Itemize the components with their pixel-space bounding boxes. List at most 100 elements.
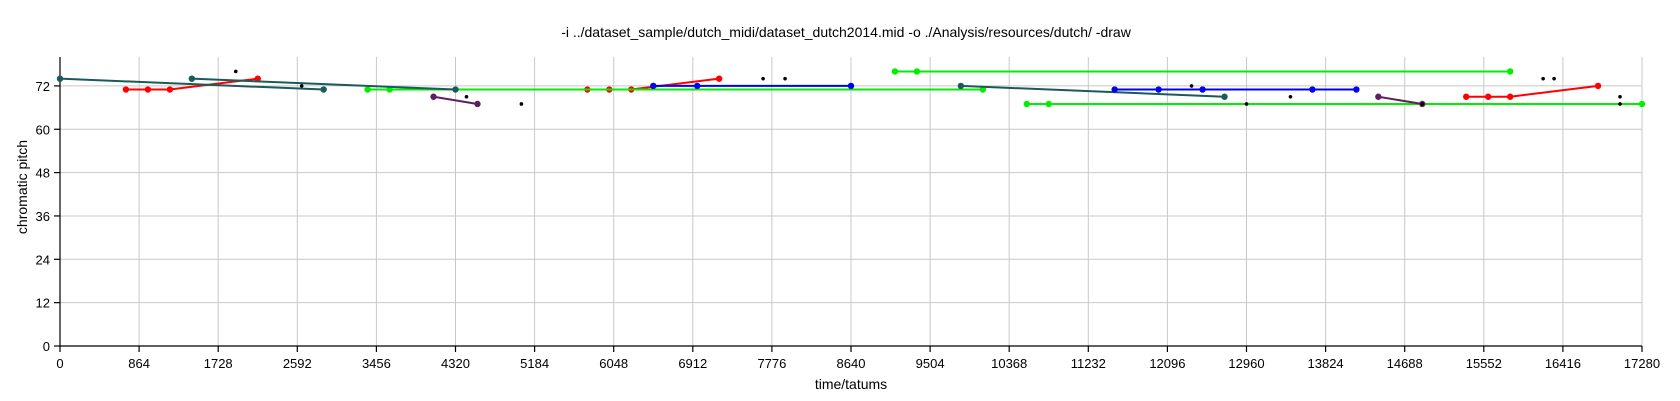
- note-point: [519, 102, 524, 106]
- points-layer: [233, 69, 1622, 106]
- series-point: [1594, 82, 1602, 90]
- series-group: [56, 75, 327, 93]
- series-line: [1378, 95, 1423, 105]
- note-point: [783, 76, 787, 81]
- series-point: [364, 86, 371, 93]
- series-group: [1375, 93, 1426, 108]
- series-point: [1463, 93, 1470, 100]
- series-line: [960, 84, 1225, 98]
- x-tick-label: 9504: [916, 356, 945, 371]
- x-tick-label: 17280: [1624, 356, 1660, 371]
- y-tick-label: 60: [36, 122, 50, 137]
- series-line: [59, 77, 324, 91]
- x-tick-label: 16416: [1545, 356, 1581, 371]
- note-point: [761, 76, 765, 81]
- series-point: [56, 75, 64, 82]
- y-tick-label: 12: [36, 296, 50, 311]
- series-point: [386, 86, 393, 93]
- x-tick-label: 6912: [678, 356, 707, 371]
- y-axis-title: chromatic pitch: [14, 140, 30, 234]
- series-point: [144, 86, 152, 93]
- x-tick-label: 4320: [441, 356, 470, 371]
- x-tick-label: 3456: [362, 356, 391, 371]
- series-point: [1506, 68, 1514, 75]
- series-point: [452, 86, 459, 93]
- x-tick-label: 13824: [1308, 356, 1344, 371]
- series-group: [891, 68, 1514, 75]
- series-point: [166, 86, 174, 93]
- note-point: [233, 69, 238, 74]
- series-point: [188, 75, 196, 82]
- note-point: [299, 84, 304, 88]
- note-point: [1288, 94, 1293, 99]
- series-layer: [56, 68, 1646, 108]
- note-point: [1189, 84, 1194, 88]
- x-tick-label: 14688: [1387, 356, 1423, 371]
- note-point: [1541, 76, 1545, 81]
- y-tick-label: 36: [36, 209, 50, 224]
- series-point: [1111, 86, 1118, 93]
- series-point: [650, 82, 657, 90]
- x-tick-label: 7776: [757, 356, 786, 371]
- note-point: [1618, 94, 1622, 99]
- series-point: [891, 68, 899, 75]
- chart-title: -i ../dataset_sample/dutch_midi/dataset_…: [561, 24, 1132, 40]
- series-point: [913, 68, 921, 75]
- series-point: [1353, 86, 1360, 93]
- series-point: [254, 75, 261, 82]
- note-point: [1552, 76, 1556, 81]
- series-line: [433, 95, 478, 105]
- series-point: [693, 82, 701, 90]
- series-point: [474, 100, 481, 108]
- note-point: [464, 94, 469, 99]
- x-tick-label: 15552: [1466, 356, 1502, 371]
- series-point: [847, 82, 855, 90]
- note-point: [1244, 102, 1249, 106]
- series-point: [430, 93, 437, 100]
- series-point: [1199, 86, 1206, 93]
- y-tick-label: 0: [43, 339, 50, 354]
- x-tick-label: 12960: [1228, 356, 1264, 371]
- series-point: [122, 86, 130, 93]
- axes: 0 864 1728 2592 3456 4320 5184 6048 6912 7776 8640…: [36, 57, 1660, 371]
- series-group: [1463, 82, 1602, 100]
- series-point: [1045, 100, 1052, 108]
- series-point: [957, 82, 965, 90]
- series-point: [1221, 93, 1228, 100]
- x-tick-label: 5184: [520, 356, 549, 371]
- series-point: [1506, 93, 1514, 100]
- series-group: [188, 75, 459, 93]
- series-group: [430, 93, 481, 108]
- series-point: [1638, 100, 1646, 108]
- series-point: [1375, 93, 1382, 100]
- series-point: [1309, 86, 1316, 93]
- series-point: [1023, 100, 1030, 108]
- x-tick-label: 1728: [204, 356, 233, 371]
- x-tick-label: 0: [56, 356, 63, 371]
- series-group: [957, 82, 1228, 100]
- series-line: [191, 77, 456, 91]
- series-point: [320, 86, 327, 93]
- series-group: [650, 82, 855, 90]
- series-point: [715, 75, 723, 82]
- series-point: [1484, 93, 1492, 100]
- x-tick-label: 2592: [283, 356, 312, 371]
- series-group: [364, 86, 987, 93]
- y-tick-label: 48: [36, 166, 50, 181]
- series-group: [1111, 86, 1360, 93]
- x-tick-label: 864: [128, 356, 150, 371]
- x-tick-label: 12096: [1149, 356, 1185, 371]
- x-tick-label: 11232: [1071, 356, 1106, 371]
- note-point: [1618, 102, 1622, 106]
- series-point: [1155, 86, 1162, 93]
- y-tick-label: 72: [36, 79, 50, 94]
- series-point: [979, 86, 987, 93]
- x-tick-label: 8640: [837, 356, 866, 371]
- x-axis-title: time/tatums: [815, 376, 887, 392]
- x-tick-label: 10368: [991, 356, 1027, 371]
- y-tick-label: 24: [36, 252, 50, 267]
- series-group: [1023, 100, 1646, 108]
- x-tick-label: 6048: [599, 356, 628, 371]
- series-line: [1466, 84, 1599, 98]
